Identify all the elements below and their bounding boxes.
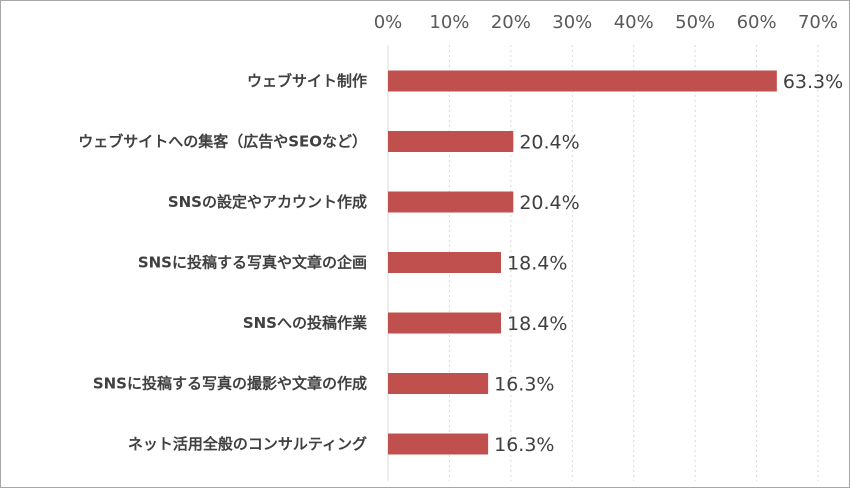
data-label: 16.3% <box>494 434 554 456</box>
x-tick-label: 40% <box>614 12 654 33</box>
bar <box>388 252 502 273</box>
category-label: SNSに投稿する写真や文章の企画 <box>138 254 367 272</box>
label-layer: 0% 10% 20% 30% 40% 50% 60% 70% ウェブサイト制作 63.3% ウェブサ… <box>78 12 843 456</box>
bar <box>388 131 514 152</box>
x-tick-label: 60% <box>737 12 777 33</box>
bar-layer <box>388 70 777 455</box>
data-label: 20.4% <box>519 132 579 154</box>
bar <box>388 70 777 92</box>
category-label: ウェブサイトへの集客（広告やSEOなど） <box>78 133 367 151</box>
x-tick-label: 30% <box>552 12 592 33</box>
category-label: ネット活用全般のコンサルティング <box>128 435 367 453</box>
data-label: 18.4% <box>507 253 567 275</box>
data-label: 18.4% <box>507 313 567 335</box>
bar <box>388 433 489 455</box>
x-tick-label: 0% <box>374 12 403 33</box>
x-tick-label: 50% <box>675 12 715 33</box>
data-label: 63.3% <box>783 71 843 93</box>
data-label: 16.3% <box>494 374 554 396</box>
bar <box>388 373 489 394</box>
category-label: SNSへの投稿作業 <box>243 314 368 332</box>
bar <box>388 312 502 334</box>
x-tick-label: 10% <box>429 12 469 33</box>
category-label: SNSに投稿する写真の撮影や文章の作成 <box>93 375 367 393</box>
category-label: SNSの設定やアカウント作成 <box>168 193 367 211</box>
x-tick-label: 70% <box>798 12 838 33</box>
bar <box>388 191 514 213</box>
x-tick-label: 20% <box>491 12 531 33</box>
category-label: ウェブサイト制作 <box>247 72 367 90</box>
data-label: 20.4% <box>519 192 579 214</box>
